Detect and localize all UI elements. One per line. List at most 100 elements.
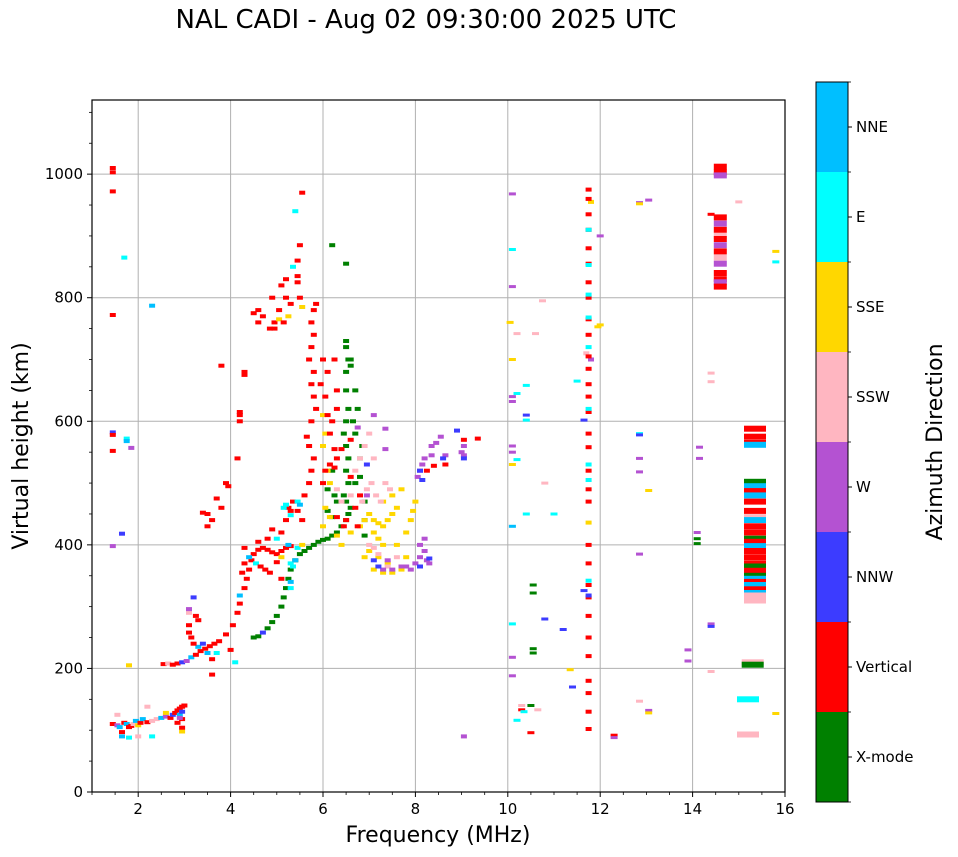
data-point-nne (246, 555, 253, 560)
data-point-w (588, 357, 594, 362)
data-point-vertical (331, 357, 338, 362)
data-point-x-mode (320, 537, 326, 542)
data-point-w (713, 220, 727, 227)
data-point-vertical (216, 639, 223, 644)
data-point-vertical (273, 552, 280, 557)
data-point-nnw (636, 433, 643, 437)
data-point-e (123, 436, 130, 441)
data-point-vertical (313, 301, 320, 306)
data-point-w (186, 607, 192, 612)
data-point-sse (285, 314, 292, 319)
data-point-x-mode (340, 431, 347, 436)
data-point-vertical (354, 524, 361, 529)
data-point-vertical (333, 388, 340, 393)
data-point-vertical (338, 447, 345, 452)
data-point-nne (123, 722, 130, 726)
data-point-x-mode (343, 468, 350, 473)
data-point-ssw (165, 661, 172, 666)
data-point-vertical (119, 730, 125, 735)
data-point-vertical (744, 507, 766, 514)
data-point-x-mode (529, 647, 537, 651)
data-point-w (636, 470, 643, 474)
data-point-e (513, 458, 521, 462)
data-point-vertical (333, 515, 340, 520)
data-point-w (417, 555, 423, 560)
data-point-nne (744, 492, 766, 499)
data-point-nnw (179, 660, 186, 665)
data-point-w (508, 450, 516, 454)
data-point-vertical (213, 496, 220, 501)
data-point-ssw (373, 493, 380, 498)
data-point-e (585, 345, 592, 350)
data-point-vertical (283, 545, 289, 550)
data-point-vertical (343, 518, 350, 523)
data-point-nnw (426, 556, 433, 561)
data-point-x-mode (744, 478, 766, 485)
colorbar: X-mode Vertical NNW W SSW SSE E NNE (815, 81, 913, 803)
data-point-w (696, 456, 703, 460)
data-point-vertical (195, 618, 202, 623)
data-point-nne (744, 483, 766, 490)
data-point-vertical (306, 357, 313, 362)
data-point-nne (158, 715, 165, 720)
data-point-vertical (109, 170, 116, 175)
data-point-vertical (269, 550, 276, 555)
data-point-nnw (580, 418, 588, 422)
colorbar-label: Azimuth Direction (923, 343, 948, 540)
data-point-sse (322, 505, 329, 510)
colorbar-segment-nne (816, 82, 848, 172)
data-point-x-mode (693, 537, 701, 541)
data-point-vertical (310, 456, 317, 461)
data-point-vertical (223, 481, 229, 486)
data-point-nnw (109, 430, 116, 435)
data-point-ssw (636, 699, 643, 703)
data-point-w (596, 234, 604, 238)
data-point-vertical (294, 508, 301, 513)
data-point-x-mode (352, 431, 359, 436)
data-point-vertical (430, 463, 437, 468)
data-point-x-mode (529, 591, 537, 595)
y-axis-ticks: 0 200 400 600 800 1000 (45, 111, 92, 801)
data-point-vertical (278, 530, 285, 535)
data-points (109, 163, 780, 740)
data-point-nne (176, 712, 183, 717)
data-point-x-mode (329, 468, 336, 473)
data-point-vertical (236, 413, 243, 418)
data-point-vertical (322, 394, 329, 399)
data-point-x-mode (352, 388, 359, 393)
data-point-vertical (299, 190, 306, 195)
data-point-vertical (109, 448, 116, 453)
data-point-w (162, 714, 169, 719)
data-point-ssw (384, 564, 391, 569)
data-point-e (522, 512, 530, 516)
data-point-x-mode (361, 533, 368, 538)
data-point-vertical (255, 320, 262, 325)
data-point-w (183, 659, 190, 663)
data-point-sse (338, 542, 345, 547)
data-point-vertical (241, 545, 248, 550)
data-point-vertical (585, 583, 592, 587)
data-point-nne (744, 575, 766, 582)
data-point-w (176, 715, 183, 720)
data-point-w (421, 549, 428, 553)
data-point-nnw (119, 531, 125, 536)
data-point-w (713, 279, 727, 286)
data-point-x-mode (280, 595, 287, 600)
data-point-x-mode (357, 474, 363, 479)
data-point-nnw (363, 462, 370, 467)
data-point-nne (149, 303, 156, 308)
data-point-vertical (585, 212, 592, 217)
data-point-vertical (585, 354, 592, 359)
data-point-ssw (713, 254, 727, 261)
data-point-x-mode (343, 419, 350, 424)
data-point-sse (508, 463, 516, 466)
data-point-nne (744, 441, 766, 448)
data-point-x-mode (527, 704, 535, 707)
data-point-w (421, 456, 428, 461)
data-point-e (287, 586, 294, 591)
data-point-w (684, 659, 692, 663)
data-point-vertical (299, 518, 306, 523)
data-point-sse (370, 567, 377, 572)
data-point-sse (375, 536, 382, 541)
data-point-vertical (259, 545, 266, 550)
